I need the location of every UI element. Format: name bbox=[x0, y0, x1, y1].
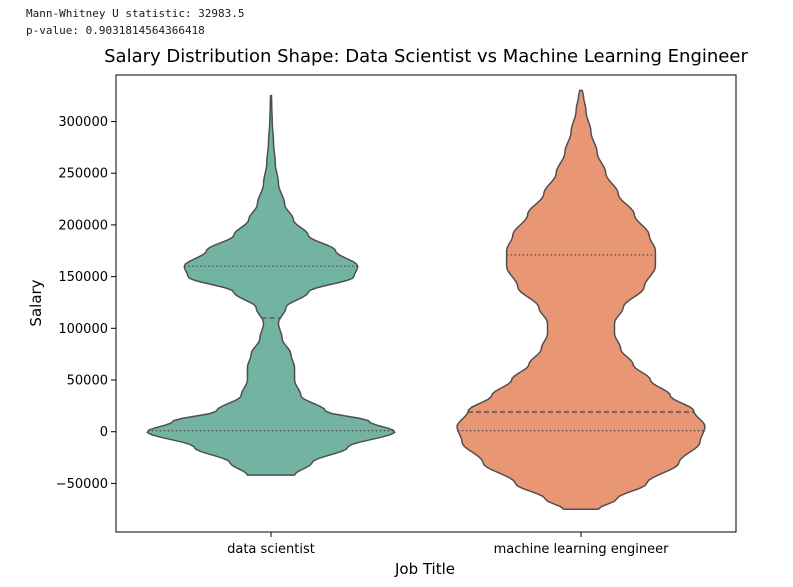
mann-whitney-statistic: Mann-Whitney U statistic: 32983.5 bbox=[26, 7, 245, 20]
plot-area-frame bbox=[115, 74, 737, 533]
y-tick-label: 0 bbox=[100, 425, 108, 440]
violins bbox=[146, 89, 706, 510]
chart-title: Salary Distribution Shape: Data Scientis… bbox=[104, 46, 748, 67]
y-tick-label: 50000 bbox=[67, 374, 108, 389]
y-tick-label: −50000 bbox=[56, 477, 108, 492]
y-axis: −50000 0 50000 100000 150000 200000 250000 3000… bbox=[56, 115, 116, 492]
y-tick-label: 250000 bbox=[58, 167, 108, 182]
x-axis: data scientist machine learning engineer bbox=[227, 532, 669, 557]
x-axis-label: Job Title bbox=[394, 560, 455, 578]
violin-body bbox=[146, 94, 396, 476]
p-value: p-value: 0.9031814564366418 bbox=[26, 24, 205, 37]
y-tick-label: 150000 bbox=[58, 270, 108, 285]
violin-body bbox=[456, 89, 706, 510]
test-statistics: Mann-Whitney U statistic: 32983.5 p-value… bbox=[26, 5, 245, 39]
y-axis-label: Salary bbox=[27, 279, 45, 326]
y-tick-label: 200000 bbox=[58, 218, 108, 233]
y-tick-label: 300000 bbox=[58, 115, 108, 130]
y-tick-label: 100000 bbox=[58, 322, 108, 337]
x-tick-label: data scientist bbox=[227, 542, 315, 557]
x-tick-label: machine learning engineer bbox=[494, 542, 670, 557]
